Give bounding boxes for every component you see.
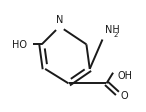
Text: 2: 2 — [113, 31, 118, 37]
Text: N: N — [56, 15, 63, 25]
Text: NH: NH — [105, 25, 120, 35]
Text: O: O — [121, 90, 129, 100]
Text: OH: OH — [117, 70, 132, 80]
Text: HO: HO — [12, 40, 27, 50]
